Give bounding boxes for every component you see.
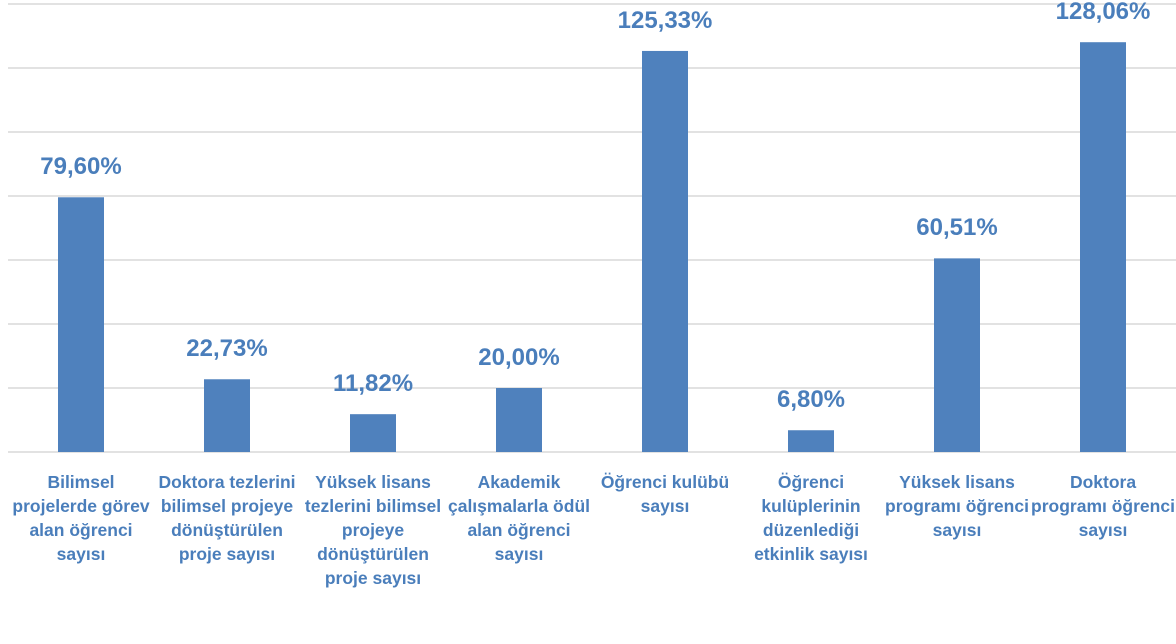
data-label: 60,51% <box>916 214 998 242</box>
bar <box>204 379 250 452</box>
data-label: 128,06% <box>1055 0 1151 26</box>
bar <box>788 430 834 452</box>
x-tick-label: Öğrenci kulübü sayısı <box>600 472 730 516</box>
bar <box>496 388 542 452</box>
data-label: 79,60% <box>40 153 122 181</box>
x-tick-label: Öğrenci kulüplerinin düzenlediği etkinli… <box>754 472 868 564</box>
x-tick-label: Doktora programı öğrenci sayısı <box>1031 472 1175 540</box>
bar <box>58 197 104 452</box>
data-label: 11,82% <box>332 370 414 398</box>
data-label: 6,80% <box>776 386 846 414</box>
bar <box>642 50 688 452</box>
bar <box>350 414 396 452</box>
data-label: 20,00% <box>478 344 560 371</box>
data-label: 22,73% <box>186 335 268 363</box>
data-label: 125,33% <box>617 6 713 34</box>
x-tick-label: Akademik çalışmalarla ödül alan öğrenci … <box>447 472 590 564</box>
x-tick-label: Doktora tezlerini bilimsel projeye dönüş… <box>158 472 296 564</box>
x-tick-label: Yüksek lisans tezlerini bilimsel projeye… <box>304 472 442 588</box>
x-tick-label: Yüksek lisans programı öğrenci sayısı <box>885 472 1029 540</box>
bar <box>1080 42 1126 452</box>
x-tick-label: Bilimsel projelerde görev alan öğrenci s… <box>12 472 150 564</box>
bar <box>934 258 980 452</box>
